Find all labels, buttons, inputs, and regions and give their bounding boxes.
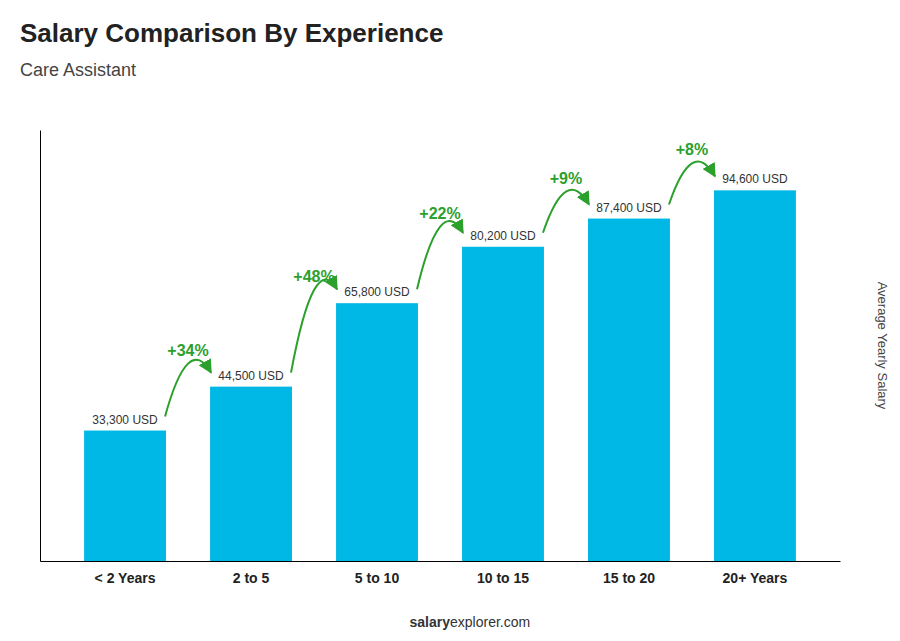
subtitle: Care Assistant xyxy=(20,60,136,80)
x-axis: < 2 Years 2 to 5 5 to 10 10 to 15 15 to 20 20… xyxy=(41,562,841,586)
x-tick-label: 15 to 20 xyxy=(603,570,655,586)
arrow xyxy=(417,221,463,289)
bar xyxy=(588,219,670,561)
annotation: +22% xyxy=(419,205,460,222)
x-tick-label: 2 to 5 xyxy=(233,570,270,586)
data-label: 65,800 USD xyxy=(344,285,410,299)
data-labels: 33,300 USD 44,500 USD 65,800 USD 80,200 USD… xyxy=(92,172,788,426)
bar xyxy=(714,190,796,561)
data-label: 94,600 USD xyxy=(722,172,788,186)
footer: salary xyxy=(410,614,451,630)
arrow xyxy=(669,162,715,205)
x-tick: 10 to 15 xyxy=(477,570,529,586)
y-axis-line xyxy=(40,131,41,562)
x-tick: < 2 Years xyxy=(95,570,156,586)
footer: explorer.com xyxy=(450,614,530,630)
data-label: 80,200 USD xyxy=(470,229,536,243)
bar xyxy=(84,431,166,561)
data-label: 33,300 USD xyxy=(92,413,158,427)
x-axis-line xyxy=(41,561,841,562)
arrow xyxy=(291,279,337,372)
x-tick-label: 10 to 15 xyxy=(477,570,529,586)
annotations: +34% +48% +22% +9% +8% xyxy=(165,141,715,416)
arrow xyxy=(165,360,211,417)
data-label: 87,400 USD xyxy=(596,201,662,215)
bar xyxy=(462,247,544,561)
x-tick: 2 to 5 xyxy=(233,570,270,586)
x-tick-label: 20+ Years xyxy=(723,570,788,586)
y-axis xyxy=(40,131,41,562)
x-tick-label: < 2 Years xyxy=(95,570,156,586)
bar xyxy=(336,303,418,561)
arrow xyxy=(543,190,589,233)
annotation: +48% xyxy=(293,268,334,285)
x-tick-label: 5 to 10 xyxy=(355,570,400,586)
bars xyxy=(84,190,796,561)
plot: < 2 Years 2 to 5 5 to 10 10 to 15 15 to 20 20… xyxy=(41,131,841,586)
annotation: +34% xyxy=(167,342,208,359)
x-tick: 15 to 20 xyxy=(603,570,655,586)
annotation: +9% xyxy=(550,170,582,187)
chart: Salary Comparison By Experience Care Assi… xyxy=(0,0,900,641)
x-tick: 5 to 10 xyxy=(355,570,400,586)
title: Salary Comparison By Experience xyxy=(20,18,443,48)
bar xyxy=(210,387,292,561)
x-tick: 20+ Years xyxy=(723,570,788,586)
annotation: +8% xyxy=(676,141,708,158)
data-label: 44,500 USD xyxy=(218,369,284,383)
y-axis-title: Average Yearly Salary xyxy=(875,282,890,410)
